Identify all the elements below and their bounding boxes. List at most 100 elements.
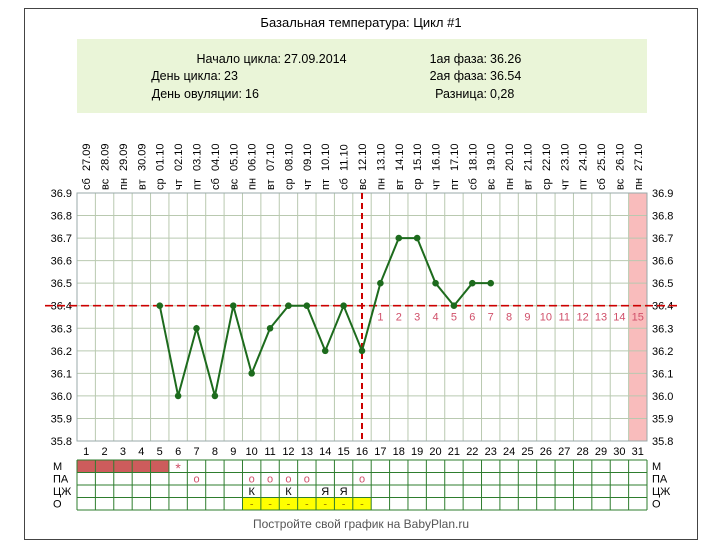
menstruation-cell: [150, 460, 169, 473]
o-mark: -: [342, 499, 346, 511]
o-cell: [316, 497, 335, 510]
menstruation-cell: [132, 460, 151, 473]
day-number-label: 3: [120, 446, 126, 458]
o-cell: [334, 497, 353, 510]
y-tick-label-right: 36.9: [652, 188, 673, 200]
o-mark: -: [305, 499, 309, 511]
phase1-value: 36.26: [490, 52, 521, 66]
row-label-right: О: [652, 499, 661, 511]
second-phase-day-number: 1: [377, 312, 383, 324]
date-label: 16.10: [431, 143, 443, 171]
second-phase-day-number: 3: [414, 312, 420, 324]
highlight-column: [628, 193, 647, 441]
weekday-label: сб: [210, 178, 222, 190]
date-label: 23.10: [559, 143, 571, 171]
day-number-label: 21: [448, 446, 460, 458]
date-label: 06.10: [247, 143, 259, 171]
day-number-label: 13: [301, 446, 313, 458]
o-cell: [297, 497, 317, 510]
day-number-label: 9: [230, 446, 236, 458]
y-tick-label-right: 36.0: [652, 391, 673, 403]
summary-box: [77, 39, 647, 113]
date-label: 01.10: [155, 143, 167, 171]
y-tick-label-left: 35.9: [51, 413, 72, 425]
weekday-label: пт: [449, 179, 461, 190]
pa-mark: o: [267, 474, 273, 486]
weekday-label: вс: [357, 178, 369, 190]
temperature-point: [395, 234, 403, 242]
day-number-label: 14: [319, 446, 331, 458]
temperature-point: [229, 302, 237, 310]
temperature-point: [285, 302, 292, 310]
temperature-point: [211, 392, 219, 400]
cycle-start-label: Начало цикла:: [197, 52, 282, 66]
second-phase-day-number: 2: [396, 312, 402, 324]
weekday-label: сб: [596, 178, 608, 190]
cycle-day-value: 23: [224, 69, 238, 83]
y-tick-label-left: 36.2: [51, 346, 72, 358]
cm-mark: Я: [321, 486, 329, 498]
temperature-point: [377, 279, 384, 287]
weekday-label: вт: [394, 179, 406, 190]
y-tick-label-left: 36.3: [51, 323, 72, 335]
y-tick-label-left: 36.8: [51, 211, 72, 223]
date-label: 07.10: [265, 143, 277, 171]
chart-title: Базальная температура: Цикл #1: [260, 15, 461, 30]
weekday-label: чт: [302, 179, 314, 190]
date-label: 27.10: [633, 143, 645, 171]
pa-mark: o: [193, 474, 199, 486]
date-label: 14.10: [394, 143, 406, 171]
weekday-label: сб: [467, 178, 479, 190]
date-label: 19.10: [486, 143, 498, 171]
date-label: 18.10: [467, 143, 479, 171]
y-tick-label-right: 36.7: [652, 233, 673, 245]
day-number-label: 1: [83, 446, 89, 458]
y-tick-label-left: 36.0: [51, 391, 72, 403]
day-number-label: 22: [466, 446, 478, 458]
weekday-label: пт: [192, 179, 204, 190]
day-number-label: 20: [429, 446, 441, 458]
temperature-point: [303, 302, 311, 310]
temperature-point: [248, 370, 255, 377]
weekday-label: ср: [283, 178, 295, 190]
menstruation-cell: [95, 460, 114, 473]
y-tick-label-right: 36.3: [652, 323, 673, 335]
date-label: 28.09: [100, 143, 112, 171]
footer-link-text[interactable]: Постройте свой график на BabyPlan.ru: [253, 517, 469, 531]
y-tick-label-left: 36.5: [51, 278, 72, 290]
date-label: 20.10: [504, 143, 516, 171]
second-phase-day-number: 14: [613, 312, 625, 324]
date-label: 13.10: [375, 143, 387, 171]
date-label: 15.10: [412, 143, 424, 171]
second-phase-day-number: 7: [488, 312, 494, 324]
temperature-point: [487, 279, 495, 287]
weekday-label: вс: [614, 178, 626, 190]
star-mark: *: [175, 460, 181, 476]
day-number-label: 12: [282, 446, 294, 458]
temperature-point: [450, 302, 458, 310]
weekday-label: ср: [541, 178, 553, 190]
cm-mark: К: [285, 486, 292, 498]
day-number-label: 17: [374, 446, 386, 458]
o-mark: -: [250, 499, 254, 511]
second-phase-day-number: 13: [595, 312, 607, 324]
day-number-label: 16: [356, 446, 368, 458]
temperature-point: [432, 279, 439, 287]
menstruation-cell: [113, 460, 133, 473]
date-label: 09.10: [302, 143, 314, 171]
second-phase-day-number: 8: [506, 312, 512, 324]
second-phase-day-number: 11: [559, 312, 570, 324]
weekday-label: пн: [118, 178, 130, 190]
weekday-label: вс: [100, 178, 112, 190]
weekday-label: вт: [265, 179, 277, 190]
date-label: 17.10: [449, 143, 461, 171]
y-tick-label-left: 36.1: [51, 368, 72, 380]
date-label: 12.10: [357, 143, 369, 171]
row-label-left: М: [53, 461, 62, 473]
o-cell: [242, 497, 261, 510]
day-number-label: 28: [577, 446, 589, 458]
day-number-label: 24: [503, 446, 515, 458]
date-label: 25.10: [596, 143, 608, 171]
weekday-label: сб: [81, 178, 93, 190]
temperature-point: [156, 302, 164, 310]
